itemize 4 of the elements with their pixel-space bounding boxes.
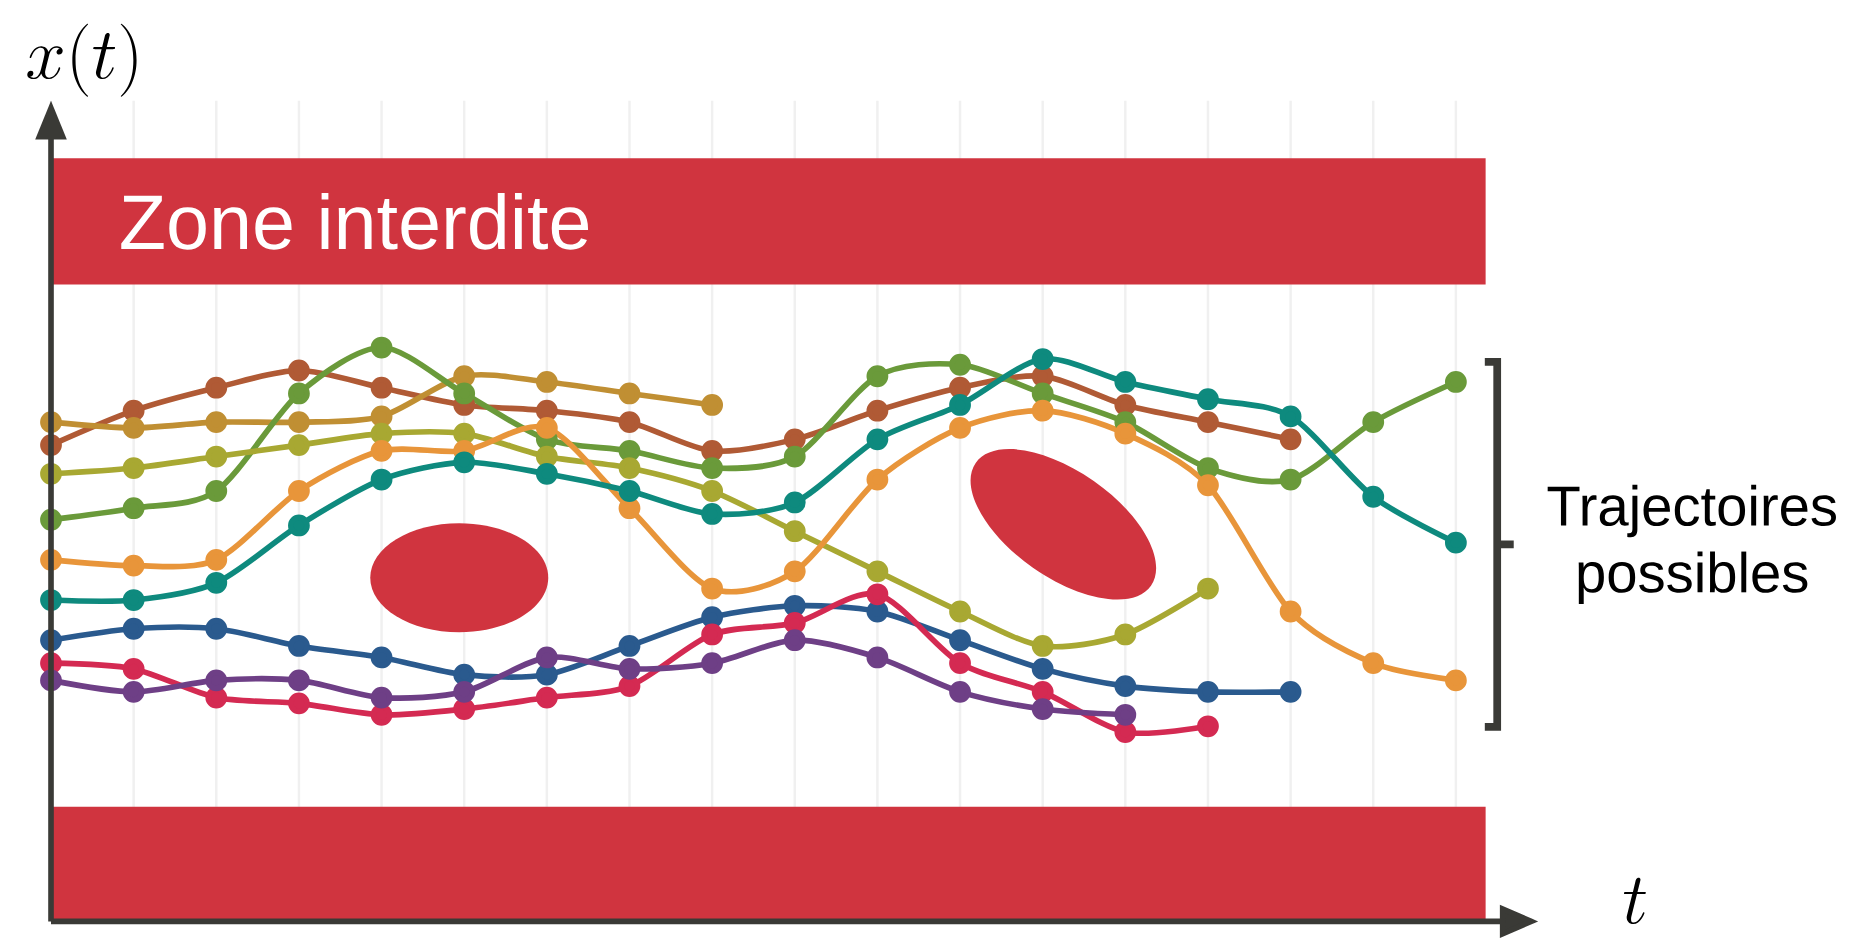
text: Trajectoires possibles [1547,484,1836,604]
band-label: Zone interdite [121,192,589,250]
text: $x(t)$ [27,23,137,97]
x-axis-title: $t$ [1623,877,1646,925]
